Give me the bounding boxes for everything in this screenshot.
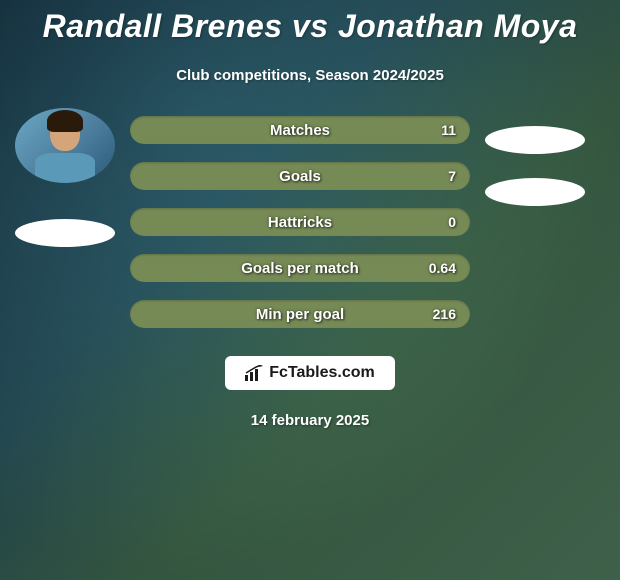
player-right-column	[470, 116, 600, 206]
page-title: Randall Brenes vs Jonathan Moya	[43, 8, 578, 45]
stat-value: 7	[448, 168, 456, 184]
stat-value: 0	[448, 214, 456, 230]
player-left-column	[0, 116, 130, 247]
stat-bar-min-per-goal: Min per goal 216	[130, 300, 470, 328]
stat-label: Goals	[279, 168, 321, 185]
stat-value: 216	[433, 306, 456, 322]
date-text: 14 february 2025	[251, 412, 369, 429]
stat-value: 11	[441, 122, 456, 138]
stat-value: 0.64	[429, 260, 456, 276]
left-placeholder-pill	[15, 219, 115, 247]
chart-icon	[245, 365, 265, 381]
stat-label: Hattricks	[268, 214, 332, 231]
right-placeholder-pill-2	[485, 178, 585, 206]
stat-bar-goals-per-match: Goals per match 0.64	[130, 254, 470, 282]
stat-bars-column: Matches 11 Goals 7 Hattricks 0 Goals per…	[130, 116, 470, 328]
stat-label: Goals per match	[241, 260, 359, 277]
player-left-avatar	[15, 108, 115, 183]
stat-bar-hattricks: Hattricks 0	[130, 208, 470, 236]
subtitle: Club competitions, Season 2024/2025	[176, 67, 444, 84]
stat-bar-matches: Matches 11	[130, 116, 470, 144]
stats-area: Matches 11 Goals 7 Hattricks 0 Goals per…	[0, 116, 620, 328]
infographic-container: Randall Brenes vs Jonathan Moya Club com…	[0, 0, 620, 580]
stat-label: Min per goal	[256, 306, 344, 323]
logo-text: FcTables.com	[269, 364, 375, 382]
right-placeholder-pill-1	[485, 126, 585, 154]
source-logo: FcTables.com	[225, 356, 395, 390]
stat-label: Matches	[270, 122, 330, 139]
stat-bar-goals: Goals 7	[130, 162, 470, 190]
